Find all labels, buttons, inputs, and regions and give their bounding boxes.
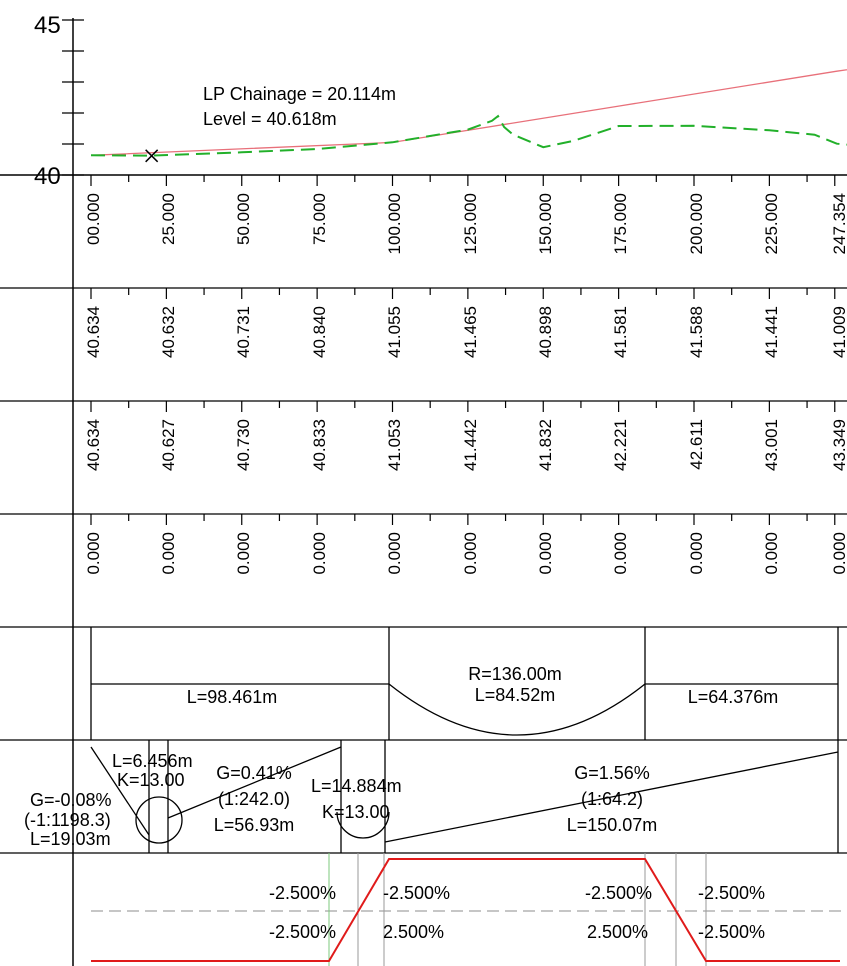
cut-fill-value: 0.000 (461, 532, 480, 575)
existing-level-value: 40.840 (310, 306, 329, 358)
va-grade-3-g: G=1.56% (574, 763, 650, 783)
design-level-band: 40.634 40.627 40.730 40.833 41.053 41.44… (84, 401, 847, 471)
existing-level-value: 40.634 (84, 306, 103, 358)
design-level-value: 43.349 (830, 419, 847, 471)
cut-fill-value: 0.000 (159, 532, 178, 575)
superelevation-band (91, 853, 847, 966)
cut-fill-value: 0.000 (385, 532, 404, 575)
va-curve-2-length: L=14.884m (311, 776, 402, 796)
design-level-value: 41.442 (461, 419, 480, 471)
va-grade-2-g: G=0.41% (216, 763, 292, 783)
se-right-1-bottom: 2.500% (383, 922, 444, 942)
se-left-1-bottom: -2.500% (269, 922, 336, 942)
se-right-2-bottom: -2.500% (698, 922, 765, 942)
chainage-label: 225.000 (762, 193, 781, 254)
chainage-label: 50.000 (234, 193, 253, 245)
chainage-label: 175.000 (611, 193, 630, 254)
existing-level-value: 41.465 (461, 306, 480, 358)
design-level-value: 40.833 (310, 419, 329, 471)
chainage-label: 75.000 (310, 193, 329, 245)
va-grade-3-length: L=150.07m (567, 815, 658, 835)
va-grade-3-ratio: (1:64.2) (581, 789, 643, 809)
cut-fill-value: 0.000 (310, 532, 329, 575)
ha-curve-radius-label: R=136.00m (468, 664, 562, 684)
va-grade-2-ratio: (1:242.0) (218, 789, 290, 809)
existing-level-value: 41.588 (687, 306, 706, 358)
cut-fill-value: 0.000 (611, 532, 630, 575)
se-right-2-top: -2.500% (698, 883, 765, 903)
existing-level-value: 41.055 (385, 306, 404, 358)
ha-curve (388, 683, 646, 736)
existing-level-band: 40.634 40.632 40.731 40.840 41.055 41.46… (84, 288, 847, 358)
design-level-value: 41.053 (385, 419, 404, 471)
design-level-value: 43.001 (762, 419, 781, 471)
cut-fill-value: 0.000 (84, 532, 103, 575)
ha-curve-length-label: L=84.52m (475, 685, 556, 705)
existing-level-value: 41.581 (611, 306, 630, 358)
design-level-value: 42.611 (687, 419, 706, 470)
ha-straight-2-label: L=64.376m (688, 687, 779, 707)
va-curve-2-k: K=13.00 (322, 802, 390, 822)
cut-fill-value: 0.000 (687, 532, 706, 575)
se-left-2-bottom: 2.500% (587, 922, 648, 942)
cursor-chainage-label: LP Chainage = 20.114m (203, 84, 396, 104)
cut-fill-value: 0.000 (762, 532, 781, 575)
va-grade-3-line (384, 751, 839, 843)
existing-level-value: 40.632 (159, 306, 178, 358)
existing-level-value: 41.009 (830, 306, 847, 358)
cursor-level-label: Level = 40.618m (203, 109, 337, 129)
chainage-label: 25.000 (159, 193, 178, 245)
va-curve-1-k: K=13.00 (117, 770, 185, 790)
ha-straight-1-label: L=98.461m (187, 687, 278, 707)
va-grade-1-g: G=-0.08% (30, 790, 112, 810)
se-right-1-top: -2.500% (383, 883, 450, 903)
chainage-label: 200.000 (687, 193, 706, 254)
design-level-ticks (90, 401, 836, 412)
cut-fill-value: 0.000 (234, 532, 253, 575)
design-level-value: 42.221 (611, 419, 630, 471)
va-curve-1-length: L=6.456m (112, 751, 193, 771)
existing-level-line (90, 114, 847, 157)
chainage-labels: 00.000 25.000 50.000 75.000 100.000 125.… (84, 193, 847, 254)
design-level-value: 41.832 (536, 419, 555, 471)
vertical-alignment-band (90, 740, 839, 853)
y-axis-bottom-label: 40 (34, 163, 61, 190)
horizontal-alignment-band (90, 627, 839, 740)
cross-marker-icon (145, 149, 159, 163)
chainage-label: 100.000 (385, 193, 404, 254)
chainage-ticks (90, 175, 836, 186)
cut-fill-value: 0.000 (830, 532, 847, 575)
chainage-band: 00.000 25.000 50.000 75.000 100.000 125.… (84, 175, 847, 254)
cut-fill-ticks (90, 514, 836, 525)
va-curve-2-symbol (336, 811, 390, 839)
se-left-2-top: -2.500% (585, 883, 652, 903)
se-crossfall-line (91, 858, 840, 962)
existing-level-value: 40.898 (536, 306, 555, 358)
y-axis-ticks (62, 19, 84, 176)
se-left-1-top: -2.500% (269, 883, 336, 903)
existing-level-value: 40.731 (234, 306, 253, 358)
chainage-label: 00.000 (84, 193, 103, 245)
cross-marker-stroke (145, 149, 159, 163)
design-level-value: 40.634 (84, 419, 103, 471)
chainage-label: 150.000 (536, 193, 555, 254)
va-grade-2-length: L=56.93m (214, 815, 295, 835)
existing-level-value: 41.441 (762, 306, 781, 358)
design-level-line (90, 69, 847, 156)
va-grade-1-ratio: (-1:1198.3) (24, 810, 111, 830)
chainage-label: 247.354 (830, 193, 847, 254)
va-grade-2-line (167, 746, 342, 819)
existing-level-ticks (90, 288, 836, 299)
cut-fill-band: 0.000 0.000 0.000 0.000 0.000 0.000 0.00… (84, 514, 847, 575)
va-grade-1-line (90, 746, 150, 836)
design-level-value: 40.627 (159, 419, 178, 471)
va-curve-1-symbol (135, 796, 183, 844)
profile-graph: 45 40 LP Chainage = 20.114m Level = 40.6… (0, 12, 847, 966)
y-axis-top-label: 45 (34, 12, 61, 39)
chainage-label: 125.000 (461, 193, 480, 254)
va-grade-1-length: L=19.03m (30, 829, 111, 849)
design-level-value: 40.730 (234, 419, 253, 471)
cut-fill-value: 0.000 (536, 532, 555, 575)
